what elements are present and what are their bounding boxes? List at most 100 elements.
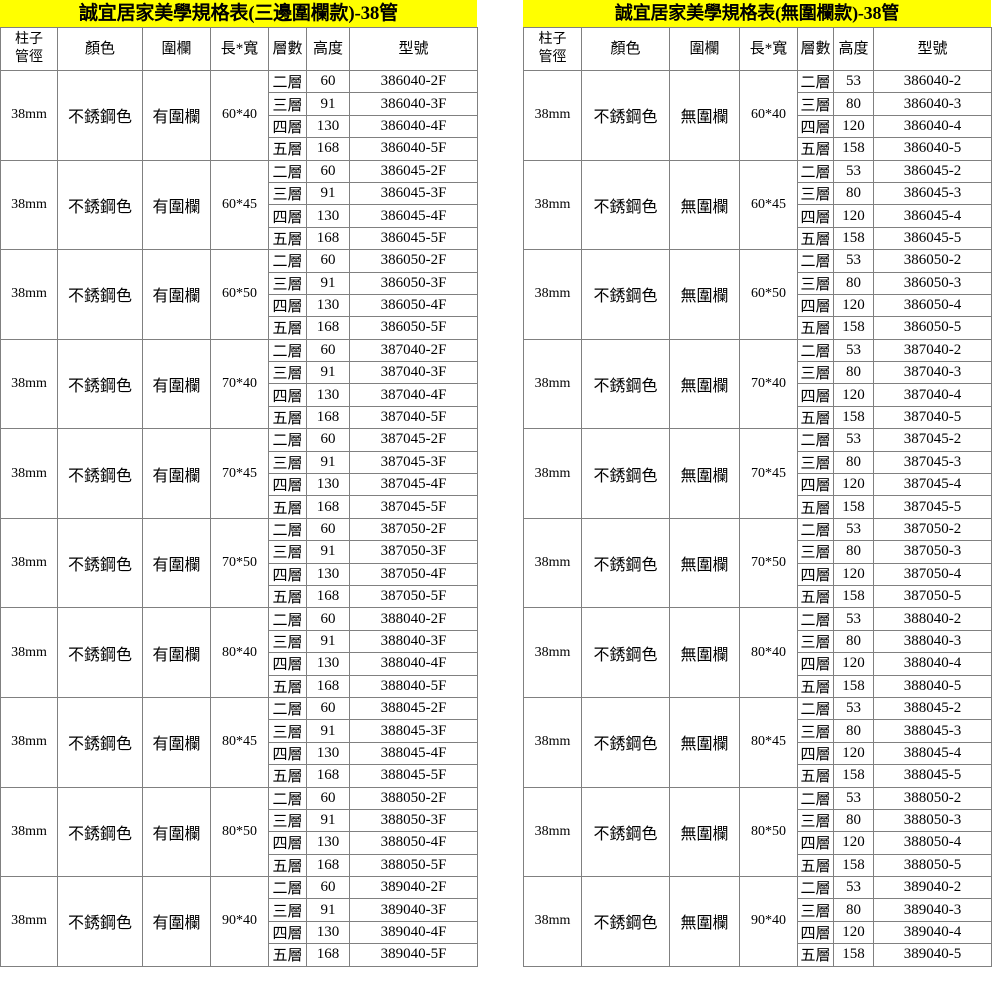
cell-fence: 有圍欄 <box>142 786 211 878</box>
table-row: 三層 91 386045-3F <box>1 181 478 206</box>
cell-fence: 無圍欄 <box>669 338 740 430</box>
cell-color: 不銹鋼色 <box>57 607 143 698</box>
cell-color: 不銹鋼色 <box>57 786 143 878</box>
table-title-no-rail: 誠宜居家美學規格表(無圍欄款)-38管 <box>523 0 991 27</box>
table-row: 五層 168 389040-5F <box>1 943 478 967</box>
table-row: 三層 91 387050-3F <box>1 540 478 564</box>
cell-model: 387050-3F <box>349 540 478 564</box>
cell-color: 不銹鋼色 <box>581 607 670 698</box>
cell-model: 387040-2 <box>873 338 992 363</box>
cell-height: 80 <box>833 92 874 116</box>
table-row: 五層 158 387045-5 <box>524 495 992 519</box>
cell-tier: 三層 <box>797 271 834 295</box>
column-header-diameter: 柱子 管徑 <box>523 27 582 71</box>
cell-tier: 三層 <box>797 629 834 654</box>
cell-tier: 三層 <box>268 361 307 385</box>
cell-tier: 四層 <box>797 920 834 945</box>
cell-model: 387050-4F <box>349 562 478 586</box>
cell-height: 91 <box>306 361 350 385</box>
cell-model: 387045-4 <box>873 473 992 497</box>
table-row: 四層 130 388050-4F <box>1 831 478 855</box>
table-row: 38mm 不銹鋼色 有圍欄 70*50 二層 60 387050-2F <box>0 517 478 609</box>
cell-color: 不銹鋼色 <box>581 249 670 340</box>
cell-height: 120 <box>833 741 874 766</box>
cell-tier: 五層 <box>797 674 834 698</box>
cell-height: 168 <box>306 316 350 340</box>
cell-model: 387045-3 <box>873 450 992 475</box>
cell-height: 60 <box>306 517 350 542</box>
table-row: 三層 80 388050-3 <box>524 808 992 833</box>
cell-height: 60 <box>306 786 350 810</box>
table-row: 四層 130 386045-4F <box>1 204 478 228</box>
cell-diameter: 38mm <box>523 159 582 251</box>
cell-model: 388050-5F <box>349 853 478 878</box>
cell-height: 120 <box>833 920 874 945</box>
table-row: 38mm 不銹鋼色 有圍欄 80*40 二層 60 388040-2F <box>0 607 478 698</box>
table-row: 三層 80 387045-3 <box>524 450 992 475</box>
header-row: 柱子 管徑 顏色 圍欄 長*寬 層數 高度 型號 <box>0 27 478 71</box>
column-header-model: 型號 <box>349 27 478 71</box>
cell-tier: 二層 <box>268 69 307 94</box>
cell-fence: 無圍欄 <box>669 696 740 788</box>
table-row: 三層 91 386050-3F <box>1 271 478 295</box>
cell-color: 不銹鋼色 <box>57 249 143 340</box>
cell-tier: 二層 <box>268 696 307 721</box>
cell-diameter: 38mm <box>523 786 582 878</box>
cell-size: 80*40 <box>739 607 798 698</box>
cell-height: 168 <box>306 943 350 967</box>
cell-tier: 四層 <box>797 473 834 497</box>
cell-height: 91 <box>306 719 350 743</box>
cell-size: 80*40 <box>210 607 269 698</box>
cell-size: 80*45 <box>739 696 798 788</box>
cell-tier: 二層 <box>797 607 834 631</box>
cell-model: 389040-2F <box>349 876 478 900</box>
column-header-height: 高度 <box>306 27 350 71</box>
cell-height: 80 <box>833 719 874 743</box>
table-row: 四層 130 389040-4F <box>1 920 478 945</box>
cell-diameter: 38mm <box>523 696 582 788</box>
cell-color: 不銹鋼色 <box>581 70 670 161</box>
table-row: 五層 158 387040-5 <box>524 405 992 430</box>
cell-tier: 二層 <box>268 786 307 810</box>
cell-tier: 四層 <box>797 293 834 318</box>
cell-model: 388045-2F <box>349 696 478 721</box>
table-row: 38mm 不銹鋼色 無圍欄 80*40 二層 53 388040-2 <box>523 607 992 698</box>
cell-tier: 四層 <box>797 831 834 855</box>
table-row: 五層 168 388045-5F <box>1 764 478 788</box>
cell-model: 387050-5 <box>873 584 992 609</box>
column-header-diameter-line2: 管徑 <box>15 50 43 65</box>
cell-diameter: 38mm <box>523 338 582 430</box>
cell-tier: 二層 <box>797 517 834 542</box>
cell-height: 53 <box>833 876 874 900</box>
cell-model: 387050-5F <box>349 584 478 609</box>
cell-height: 120 <box>833 383 874 407</box>
cell-height: 168 <box>306 405 350 430</box>
cell-model: 387045-2 <box>873 428 992 452</box>
cell-height: 158 <box>833 226 874 251</box>
cell-fence: 無圍欄 <box>669 786 740 878</box>
cell-size: 60*40 <box>210 70 269 161</box>
cell-model: 387045-5 <box>873 495 992 519</box>
cell-color: 不銹鋼色 <box>57 70 143 161</box>
cell-tier: 三層 <box>797 898 834 922</box>
table-row: 四層 120 388050-4 <box>524 831 992 855</box>
cell-tier: 五層 <box>268 316 307 340</box>
cell-model: 386050-2 <box>873 249 992 273</box>
cell-color: 不銹鋼色 <box>581 338 670 430</box>
table-row: 38mm 不銹鋼色 有圍欄 60*50 二層 60 386050-2F <box>0 249 478 340</box>
cell-tier: 二層 <box>268 607 307 631</box>
cell-diameter: 38mm <box>0 876 58 967</box>
cell-tier: 五層 <box>268 674 307 698</box>
cell-height: 53 <box>833 786 874 810</box>
table-row: 38mm 不銹鋼色 無圍欄 60*40 二層 53 386040-2 <box>523 69 992 161</box>
cell-fence: 有圍欄 <box>142 696 211 788</box>
cell-fence: 有圍欄 <box>142 70 211 161</box>
cell-height: 130 <box>306 562 350 586</box>
table-row: 四層 120 389040-4 <box>524 920 992 945</box>
table-row: 四層 130 388040-4F <box>1 652 478 676</box>
cell-height: 60 <box>306 338 350 363</box>
cell-tier: 四層 <box>268 920 307 945</box>
cell-diameter: 38mm <box>0 428 58 519</box>
cell-model: 386050-3 <box>873 271 992 295</box>
cell-model: 389040-3 <box>873 898 992 922</box>
